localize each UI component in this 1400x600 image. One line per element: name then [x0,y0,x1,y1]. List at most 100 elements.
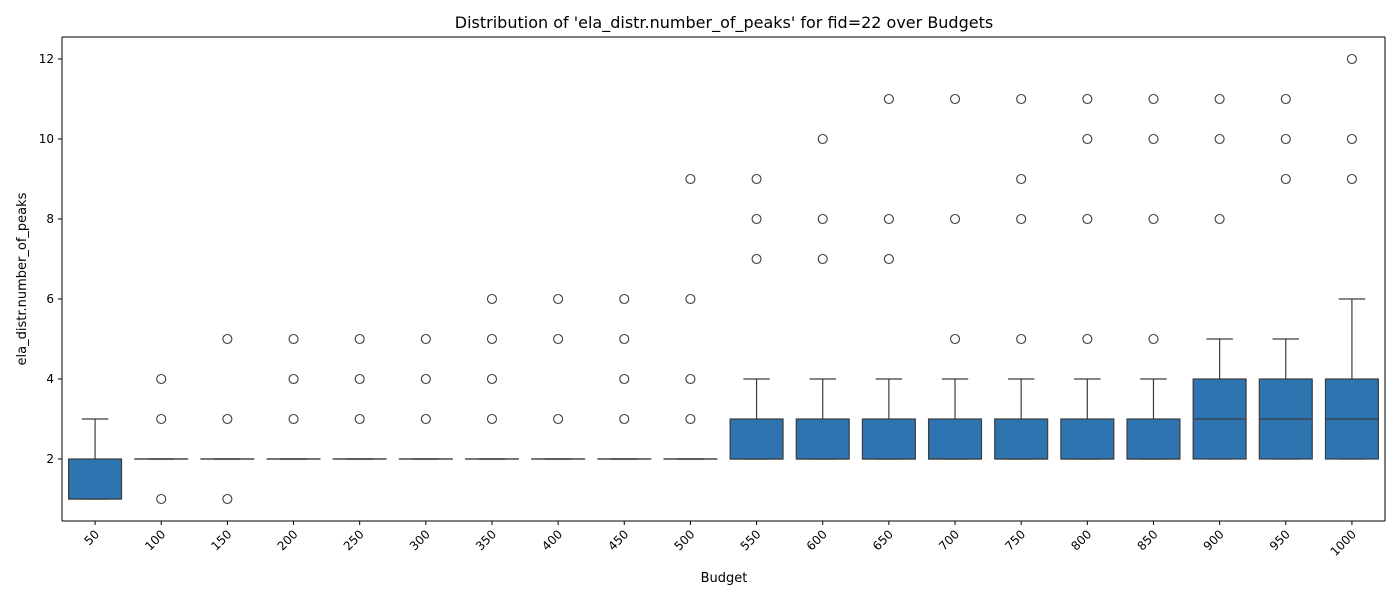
box [1126,418,1181,460]
box-group-750 [994,93,1049,460]
box [927,418,983,460]
x-tick-label: 300 [407,527,433,553]
y-tick-label: 6 [46,292,54,306]
outlier-point [817,213,828,225]
y-tick-label: 2 [46,452,54,466]
y-tick-label: 10 [39,132,54,146]
outlier-point [486,293,498,305]
x-tick-label: 400 [539,527,565,553]
y-axis-label: ela_distr.number_of_peaks [15,192,30,365]
outlier-point [156,413,167,425]
outlier-point [883,93,894,105]
outlier-point [949,93,961,105]
box-group-1000 [1324,53,1379,460]
outlier-point [288,413,299,425]
box-group-600 [795,133,850,460]
chart-title: Distribution of 'ela_distr.number_of_pea… [455,13,993,33]
outlier-point [354,413,365,425]
box-group-900 [1192,93,1247,460]
outlier-point [619,373,630,385]
x-tick-label: 1000 [1328,527,1359,558]
outlier-point [222,413,233,425]
box-group-400 [531,293,586,460]
outlier-point [751,173,762,185]
outlier-point [486,373,498,385]
x-tick-label: 850 [1134,527,1160,553]
box-group-550 [729,173,784,460]
outlier-point [486,333,498,345]
outlier-point [685,373,696,385]
outlier-point [1082,133,1093,145]
outlier-point [553,293,564,305]
x-axis: 50 100 150 200 250 300 350 400 450 500 550 600 650 70… [62,36,1385,559]
x-tick-label: 900 [1201,527,1227,553]
box-group-300 [398,333,453,460]
y-tick-label: 4 [46,372,54,386]
x-axis-label: Budget [701,571,748,586]
x-tick-label: 200 [275,527,301,553]
outlier-point [553,413,564,425]
outlier-point [1082,213,1093,225]
outlier-point [222,333,233,345]
outlier-point [420,333,431,345]
box-group-650 [861,93,916,460]
x-tick-label: 700 [936,527,962,553]
outlier-point [288,333,299,345]
outlier-point [685,413,696,425]
x-tick-label: 150 [208,527,234,553]
box-group-100 [134,373,189,505]
x-tick-label: 750 [1002,527,1028,553]
outlier-point [354,333,365,345]
outlier-point [420,413,431,425]
outlier-point [156,373,167,385]
outlier-point [486,413,498,425]
x-tick-label: 950 [1267,527,1293,553]
y-tick-label: 8 [46,212,54,226]
outlier-point [619,333,630,345]
outlier-point [1016,173,1027,185]
x-tick-label: 450 [605,527,631,553]
box-group-500 [663,173,718,460]
box [795,418,850,460]
box-group-850 [1126,93,1181,460]
outlier-point [1082,93,1093,105]
box [1060,418,1115,460]
outlier-point [1214,133,1225,145]
outlier-point [1214,93,1225,105]
outlier-point [949,213,961,225]
outlier-point [1346,173,1357,185]
outlier-point [883,253,894,265]
x-tick-label: 250 [341,527,367,553]
box-group-350 [464,293,520,460]
outlier-point [619,293,630,305]
outlier-point [1280,133,1291,145]
outlier-point [883,213,894,225]
outlier-point [354,373,365,385]
outlier-point [1016,333,1027,345]
box [729,418,784,460]
outlier-point [685,293,696,305]
box [994,418,1049,460]
x-tick-label: 550 [738,527,764,553]
outlier-point [288,373,299,385]
x-tick-label: 50 [81,527,102,548]
outlier-point [1148,93,1159,105]
x-tick-label: 350 [473,527,499,553]
box-group-950 [1258,93,1313,460]
outlier-point [1016,93,1027,105]
outlier-point [619,413,630,425]
box-group-700 [927,93,983,460]
box-group-150 [200,333,255,505]
x-tick-label: 650 [870,527,896,553]
outlier-point [1346,133,1357,145]
box [68,458,123,500]
outlier-point [553,333,564,345]
x-tick-label: 100 [142,527,168,553]
outlier-point [156,493,167,505]
x-tick-label: 800 [1068,527,1094,553]
outlier-point [1148,213,1159,225]
y-tick-label: 12 [39,52,54,66]
box-group-250 [332,333,387,460]
x-tick-label: 600 [804,527,830,553]
